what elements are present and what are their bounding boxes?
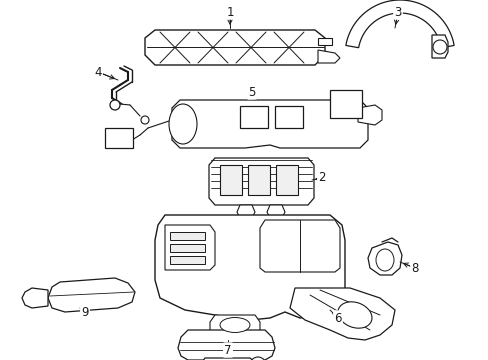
Polygon shape — [202, 358, 258, 360]
Polygon shape — [209, 315, 260, 335]
Bar — [275, 165, 297, 195]
Circle shape — [141, 116, 149, 124]
Polygon shape — [237, 205, 254, 218]
Circle shape — [249, 357, 265, 360]
Polygon shape — [266, 205, 285, 218]
Polygon shape — [208, 158, 313, 205]
Polygon shape — [48, 278, 135, 312]
Text: 3: 3 — [393, 5, 401, 18]
Bar — [247, 165, 269, 195]
Polygon shape — [164, 225, 215, 270]
Bar — [105, 128, 133, 148]
Polygon shape — [367, 242, 401, 275]
Circle shape — [110, 100, 120, 110]
Polygon shape — [260, 220, 339, 272]
Polygon shape — [317, 50, 339, 63]
Polygon shape — [22, 288, 48, 308]
Polygon shape — [317, 38, 331, 45]
Bar — [240, 106, 267, 128]
Bar — [170, 244, 204, 252]
Bar — [329, 90, 361, 118]
Text: 6: 6 — [334, 311, 341, 324]
Polygon shape — [155, 215, 345, 320]
Bar — [274, 106, 303, 128]
Ellipse shape — [337, 302, 371, 328]
Polygon shape — [357, 105, 381, 125]
Polygon shape — [178, 330, 274, 360]
Circle shape — [432, 40, 446, 54]
Text: 4: 4 — [94, 66, 102, 78]
Bar — [220, 165, 242, 195]
Bar — [170, 232, 204, 240]
Text: 2: 2 — [318, 171, 325, 184]
Polygon shape — [345, 0, 453, 48]
Bar — [170, 256, 204, 264]
Polygon shape — [289, 288, 394, 340]
Text: 1: 1 — [226, 5, 233, 18]
Ellipse shape — [375, 249, 393, 271]
Text: 7: 7 — [224, 343, 231, 356]
Text: 9: 9 — [81, 306, 88, 319]
Text: 8: 8 — [410, 261, 418, 274]
Polygon shape — [431, 35, 447, 58]
Ellipse shape — [220, 318, 249, 333]
Ellipse shape — [169, 104, 197, 144]
Polygon shape — [172, 100, 367, 148]
Polygon shape — [145, 30, 325, 65]
Text: 5: 5 — [248, 85, 255, 99]
